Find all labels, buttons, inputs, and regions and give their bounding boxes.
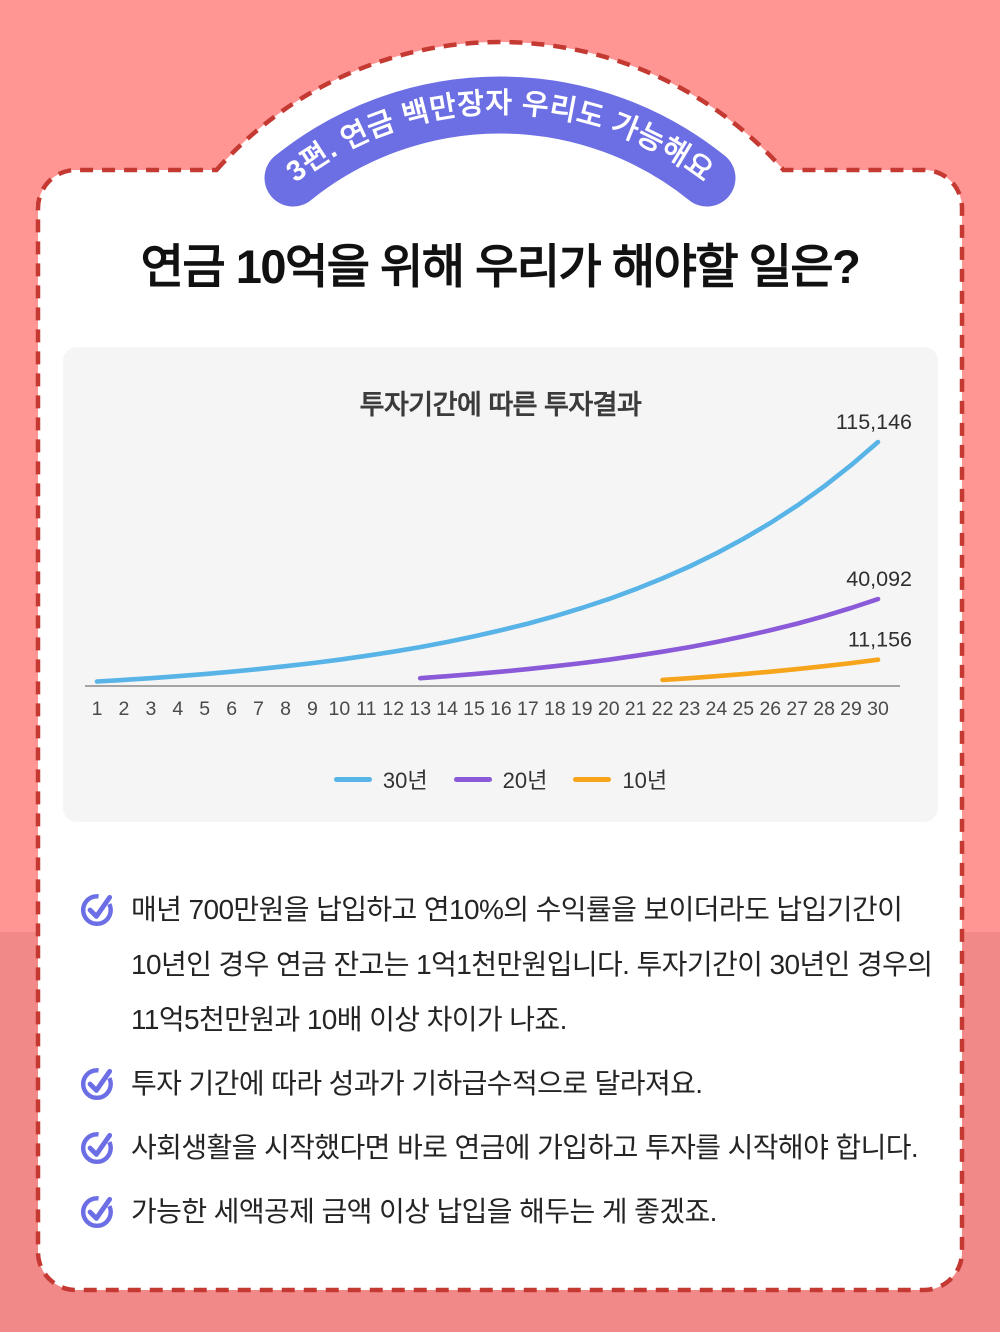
x-tick-label: 14 <box>436 698 458 720</box>
x-tick-label: 11 <box>356 698 376 720</box>
x-tick-label: 13 <box>409 698 431 720</box>
x-tick-label: 17 <box>517 698 539 720</box>
check-circle-icon <box>80 1196 113 1229</box>
bullet-item: 가능한 세액공제 금액 이상 납입을 해두는 게 좋겠죠. <box>80 1184 938 1239</box>
investment-line-chart: 1 2 3 4 5 6 7 8 9 10 11 12 13 14 15 16 17 18 19 20 21 22 23 24 2… <box>85 410 912 720</box>
x-tick-label: 21 <box>625 698 647 720</box>
legend-swatch <box>453 776 492 782</box>
legend-item-20년: 20년 <box>453 763 548 795</box>
x-tick-label: 18 <box>544 698 566 720</box>
x-tick-label: 23 <box>679 698 701 720</box>
legend-label: 30년 <box>382 768 428 793</box>
x-tick-label: 3 <box>145 698 156 720</box>
x-tick-label: 15 <box>463 698 485 720</box>
x-tick-label: 1 <box>92 698 103 720</box>
x-tick-label: 10 <box>329 698 351 720</box>
bullet-item: 투자 기간에 따라 성과가 기하급수적으로 달라져요. <box>80 1056 938 1111</box>
check-circle-icon <box>80 1068 113 1101</box>
x-tick-label: 25 <box>732 698 754 720</box>
x-axis-tick-labels: 1 2 3 4 5 6 7 8 9 10 11 12 13 14 15 16 17 18 19 20 21 22 23 24 2… <box>92 698 889 720</box>
x-tick-label: 24 <box>706 698 728 720</box>
x-tick-label: 19 <box>571 698 593 720</box>
series-end-value: 11,156 <box>848 628 912 652</box>
x-tick-label: 2 <box>118 698 129 720</box>
x-tick-label: 26 <box>759 698 781 720</box>
series-end-value: 115,146 <box>836 410 912 434</box>
chart-legend: 30년 20년 10년 <box>63 763 938 795</box>
x-tick-label: 12 <box>382 698 404 720</box>
x-tick-label: 9 <box>307 698 318 720</box>
chart-title: 투자기간에 따른 투자결과 <box>359 390 642 420</box>
chart-panel: 1 2 3 4 5 6 7 8 9 10 11 12 13 14 15 16 17 18 19 20 21 22 23 24 2… <box>63 347 938 822</box>
x-tick-label: 8 <box>280 698 291 720</box>
x-tick-label: 28 <box>813 698 835 720</box>
legend-item-10년: 10년 <box>573 763 667 795</box>
x-tick-label: 5 <box>199 698 210 720</box>
takeaway-list: 매년 700만원을 납입하고 연10%의 수익률을 보이더라도 납입기간이 10… <box>80 882 938 1239</box>
page-title: 연금 10억을 위해 우리가 해야할 일은? <box>140 240 861 293</box>
x-tick-label: 4 <box>172 698 183 720</box>
badge-arc <box>264 76 736 207</box>
bullet-text: 투자 기간에 따라 성과가 기하급수적으로 달라져요. <box>131 1068 703 1099</box>
legend-swatch <box>573 776 612 782</box>
x-tick-label: 30 <box>867 698 889 720</box>
x-tick-label: 29 <box>840 698 862 720</box>
x-tick-label: 7 <box>253 698 264 720</box>
check-circle-icon <box>80 894 113 927</box>
series-end-value-labels: 115,146 40,092 11,156 <box>836 410 912 652</box>
legend-label: 10년 <box>622 768 668 793</box>
series-line-10년 <box>660 657 881 683</box>
bullet-text: 매년 700만원을 납입하고 연10%의 수익률을 보이더라도 납입기간이 10… <box>131 894 933 1035</box>
check-circle-icon <box>80 1132 113 1165</box>
chart-series-lines <box>94 439 881 684</box>
bullet-item: 사회생활을 시작했다면 바로 연금에 가입하고 투자를 시작해야 합니다. <box>80 1120 938 1175</box>
x-tick-label: 22 <box>652 698 674 720</box>
legend-label: 20년 <box>502 768 548 793</box>
x-tick-label: 20 <box>598 698 620 720</box>
series-end-value: 40,092 <box>846 567 912 591</box>
series-line-30년 <box>94 439 881 684</box>
bullet-item: 매년 700만원을 납입하고 연10%의 수익률을 보이더라도 납입기간이 10… <box>80 882 938 1047</box>
x-tick-label: 27 <box>786 698 808 720</box>
x-tick-label: 16 <box>490 698 512 720</box>
legend-swatch <box>333 776 372 782</box>
series-line-20년 <box>417 596 881 681</box>
legend-item-30년: 30년 <box>333 763 428 795</box>
bullet-text: 가능한 세액공제 금액 이상 납입을 해두는 게 좋겠죠. <box>131 1196 717 1227</box>
x-tick-label: 6 <box>226 698 237 720</box>
bullet-text: 사회생활을 시작했다면 바로 연금에 가입하고 투자를 시작해야 합니다. <box>131 1132 919 1163</box>
